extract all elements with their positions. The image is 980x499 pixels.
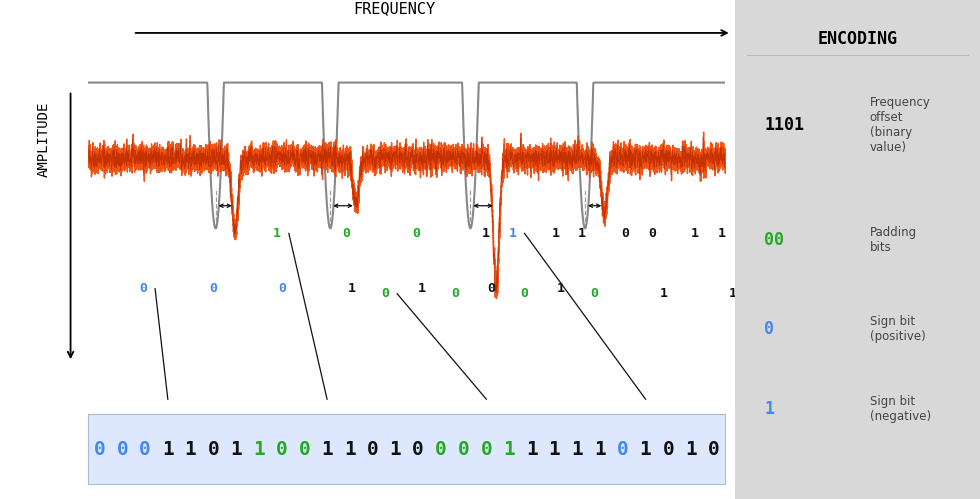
Text: 1101: 1101 [764,116,805,134]
Text: 0: 0 [299,440,311,459]
Text: 0: 0 [621,227,629,240]
Text: 0: 0 [208,440,220,459]
Text: ENCODING: ENCODING [817,30,898,48]
Text: 0: 0 [662,440,674,459]
Text: 0: 0 [381,287,389,300]
Text: 1: 1 [482,227,490,240]
Text: 0: 0 [343,227,351,240]
Text: 1: 1 [230,440,242,459]
Text: 1: 1 [344,440,356,459]
Text: 0: 0 [708,440,719,459]
Text: 0: 0 [94,440,106,459]
Text: FREQUENCY: FREQUENCY [353,1,435,16]
Text: 1: 1 [272,227,281,240]
Text: 0: 0 [117,440,128,459]
Text: 0: 0 [139,282,147,295]
Text: 1: 1 [184,440,196,459]
Text: 1: 1 [503,440,514,459]
Text: 0: 0 [648,227,656,240]
Text: 0: 0 [139,440,151,459]
Text: 0: 0 [764,320,774,338]
Text: 0: 0 [926,227,934,240]
Text: 1: 1 [594,440,606,459]
Text: 0: 0 [520,287,528,300]
Text: 0: 0 [278,282,286,295]
Text: 1: 1 [348,282,356,295]
Text: Sign bit
(negative): Sign bit (negative) [870,395,931,423]
Text: 0: 0 [367,440,378,459]
Text: 00: 00 [764,231,784,249]
Text: 1: 1 [162,440,173,459]
Text: Sign bit
(positive): Sign bit (positive) [870,315,925,343]
Text: 1: 1 [571,440,583,459]
Text: 1: 1 [549,440,561,459]
Text: 0: 0 [487,282,495,295]
Text: AMPLITUDE: AMPLITUDE [37,102,51,178]
Text: 1: 1 [640,440,652,459]
Text: 1: 1 [526,440,538,459]
Text: 1: 1 [857,227,864,240]
Text: 1: 1 [717,227,725,240]
Text: 1: 1 [321,440,333,459]
Text: 1: 1 [389,440,401,459]
Text: 0: 0 [413,440,424,459]
Text: 1: 1 [552,227,560,240]
Text: 0: 0 [480,440,492,459]
Text: 0: 0 [413,227,420,240]
Text: 1: 1 [685,440,697,459]
Text: 1: 1 [253,440,265,459]
Text: 1: 1 [660,287,667,300]
Text: 1: 1 [557,282,564,295]
Text: 0: 0 [209,282,217,295]
Text: 0: 0 [458,440,469,459]
Text: 1: 1 [509,227,516,240]
Text: 0: 0 [787,227,795,240]
Text: 1: 1 [578,227,586,240]
Text: 1: 1 [417,282,425,295]
Text: Padding
bits: Padding bits [870,226,917,253]
Text: Frequency
offset
(binary
value): Frequency offset (binary value) [870,96,931,154]
Text: 0: 0 [275,440,287,459]
Text: 1: 1 [799,287,807,300]
Text: 1: 1 [691,227,699,240]
Text: 0: 0 [435,440,447,459]
Text: 0: 0 [451,287,459,300]
Text: 1: 1 [729,287,737,300]
Text: 1: 1 [764,400,774,418]
Text: 0: 0 [617,440,629,459]
Text: 0: 0 [590,287,598,300]
